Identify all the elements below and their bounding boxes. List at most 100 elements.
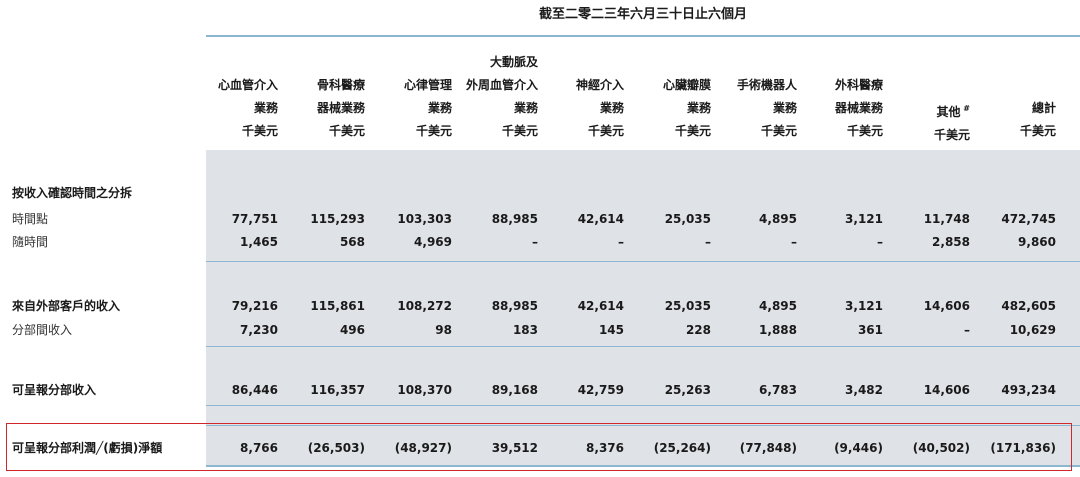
column-header-line: 千美元 <box>501 124 538 138</box>
column-header-line: 千美元 <box>760 124 797 138</box>
column-header-line: 千美元 <box>415 124 452 138</box>
table-cell: 42,759 <box>577 383 624 397</box>
table-cell: 8,766 <box>240 441 278 455</box>
column-header-line: 千美元 <box>1019 124 1056 138</box>
table-cell: 1,888 <box>759 323 797 337</box>
table-cell: 115,861 <box>310 299 365 313</box>
column-header-line: 千美元 <box>846 124 883 138</box>
row-separator <box>206 425 1080 426</box>
column-header: 手術機器人業務千美元 <box>677 74 797 143</box>
column-header: 心血管介入 業務 千美元 <box>158 74 278 143</box>
column-header-line: 心臟瓣膜 <box>662 78 711 92</box>
header-top-rule <box>206 35 1080 37</box>
column-header-line: 器械業務 <box>316 101 365 115</box>
table-cell: – <box>964 323 970 337</box>
table-cell: 108,370 <box>397 383 452 397</box>
row-label: 時間點 <box>12 212 49 226</box>
row-label: 可呈報分部利潤╱(虧損)淨額 <box>12 441 163 455</box>
row-separator <box>206 346 1080 347</box>
table-cell: 98 <box>435 323 452 337</box>
column-header-line: 外周血管介入 <box>465 78 538 92</box>
table-cell: 79,216 <box>231 299 278 313</box>
column-header-line: 業務 <box>427 101 452 115</box>
column-header-line: 業務 <box>772 101 797 115</box>
period-heading: 截至二零二三年六月三十日止六個月 <box>538 7 747 22</box>
table-cell: – <box>877 235 883 249</box>
column-header-line: 骨科醫療 <box>316 78 365 92</box>
column-header-line: 神經介入 <box>575 78 624 92</box>
column-header-line: 千美元 <box>933 128 970 142</box>
column-header: 神經介入業務千美元 <box>504 74 624 143</box>
column-header-line: 千美元 <box>674 124 711 138</box>
row-separator <box>206 405 1080 406</box>
table-cell: (77,848) <box>739 441 797 455</box>
column-header-line: 業務 <box>599 101 624 115</box>
column-header: 總計千美元 <box>936 97 1056 143</box>
table-cell: 42,614 <box>577 299 624 313</box>
table-cell: 25,035 <box>664 299 711 313</box>
footnote-mark: # <box>960 104 970 113</box>
table-cell: 39,512 <box>491 441 538 455</box>
table-cell: – <box>791 235 797 249</box>
table-body-shading <box>206 150 1080 466</box>
table-cell: (26,503) <box>307 441 365 455</box>
row-label: 可呈報分部收入 <box>12 383 97 397</box>
table-cell: 482,605 <box>1001 299 1056 313</box>
column-header-line: 千美元 <box>587 124 624 138</box>
table-cell: 108,272 <box>397 299 452 313</box>
table-cell: 14,606 <box>923 383 970 397</box>
table-cell: 6,783 <box>759 383 797 397</box>
table-cell: 4,895 <box>759 299 797 313</box>
table-cell: 88,985 <box>491 212 538 226</box>
column-header-line: 其他 # <box>936 104 970 119</box>
column-header: 其他 # 千美元 <box>850 97 970 147</box>
table-cell: (25,264) <box>653 441 711 455</box>
table-cell: 77,751 <box>231 212 278 226</box>
column-header-line: 千美元 <box>241 124 278 138</box>
table-cell: 3,121 <box>845 212 883 226</box>
table-cell: 4,969 <box>414 235 452 249</box>
column-header-line: 大動脈及 <box>489 55 538 69</box>
table-cell: 42,614 <box>577 212 624 226</box>
table-cell: 116,357 <box>310 383 365 397</box>
table-cell: 11,748 <box>923 212 970 226</box>
table-cell: 115,293 <box>310 212 365 226</box>
row-label: 來自外部客戶的收入 <box>12 299 121 313</box>
column-header-line: 外科醫療 <box>834 78 883 92</box>
column-header: 外科醫療 器械業務 千美元 <box>763 74 883 143</box>
table-cell: 496 <box>339 323 365 337</box>
column-header-line: 總計 <box>1031 101 1056 115</box>
row-separator <box>206 261 1080 262</box>
table-cell: 25,263 <box>664 383 711 397</box>
table-cell: 568 <box>339 235 365 249</box>
table-cell: 493,234 <box>1001 383 1056 397</box>
row-label: 分部間收入 <box>12 323 73 337</box>
table-cell: 14,606 <box>923 299 970 313</box>
table-cell: 183 <box>512 323 538 337</box>
column-header-line: 心血管介入 <box>217 78 278 92</box>
table-cell: 89,168 <box>491 383 538 397</box>
column-header-line: 業務 <box>513 101 538 115</box>
table-cell: 10,629 <box>1009 323 1056 337</box>
table-cell: 228 <box>685 323 711 337</box>
table-cell: 25,035 <box>664 212 711 226</box>
table-cell: (9,446) <box>834 441 883 455</box>
table-bottom-rule <box>206 465 1080 467</box>
table-cell: – <box>705 235 711 249</box>
column-header-line: 心律管理 <box>403 78 452 92</box>
table-cell: 88,985 <box>491 299 538 313</box>
table-cell: 103,303 <box>397 212 452 226</box>
column-header: 骨科醫療器械業務千美元 <box>245 74 365 143</box>
table-cell: 3,482 <box>845 383 883 397</box>
column-header-line: 手術機器人 <box>736 78 797 92</box>
table-cell: 361 <box>857 323 883 337</box>
table-cell: – <box>532 235 538 249</box>
table-cell: 1,465 <box>240 235 278 249</box>
column-header: 心臟瓣膜業務千美元 <box>591 74 711 143</box>
table-cell: (48,927) <box>394 441 452 455</box>
column-header: 心律管理業務千美元 <box>332 74 452 143</box>
table-cell: 8,376 <box>586 441 624 455</box>
table-cell: (40,502) <box>912 441 970 455</box>
table-cell: 7,230 <box>240 323 278 337</box>
column-header-line: 千美元 <box>328 124 365 138</box>
